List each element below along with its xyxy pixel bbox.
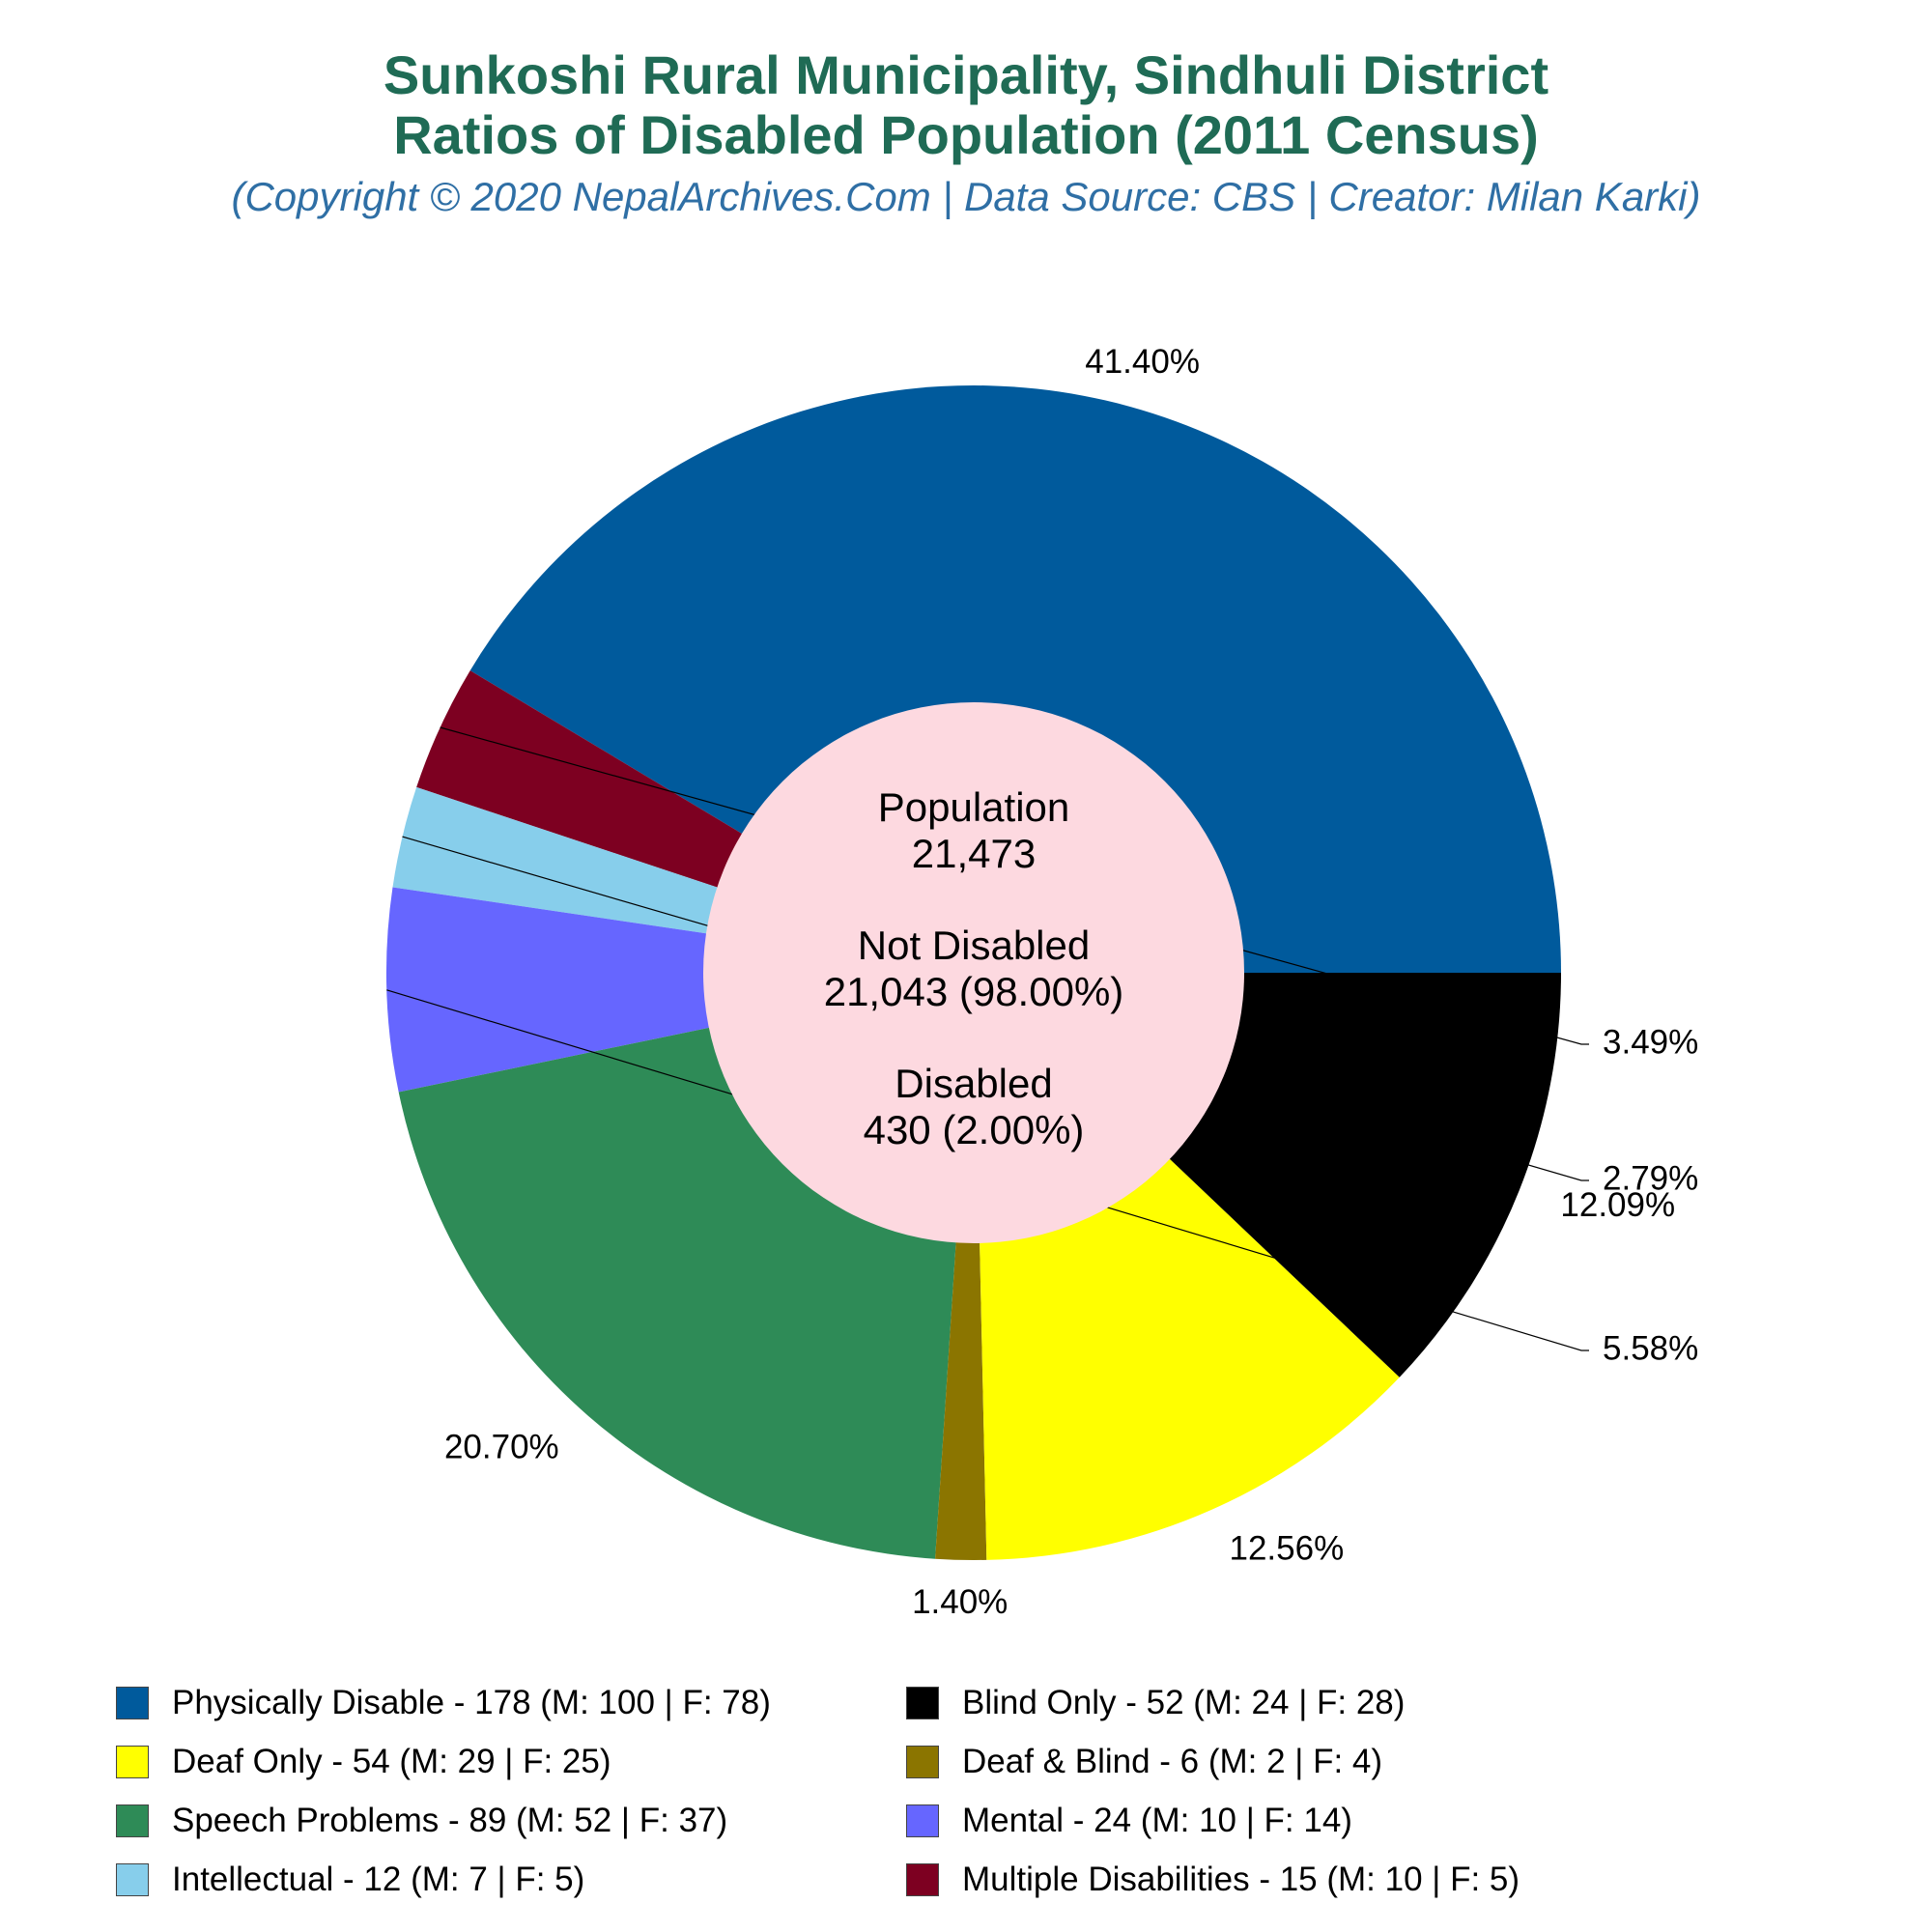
legend-label: Mental - 24 (M: 10 | F: 14) xyxy=(962,1802,1352,1839)
center-summary: Population 21,473 Not Disabled 21,043 (9… xyxy=(824,784,1124,1152)
legend-item-deaf-and-blind: Deaf & Blind - 6 (M: 2 | F: 4) xyxy=(906,1738,1382,1786)
pie-slice-physically-disable xyxy=(469,385,1562,974)
legend-label: Speech Problems - 89 (M: 52 | F: 37) xyxy=(172,1802,728,1839)
legend-label: Deaf Only - 54 (M: 29 | F: 25) xyxy=(172,1743,611,1780)
center-not-disabled-label: Not Disabled xyxy=(858,923,1090,968)
legend-label: Physically Disable - 178 (M: 100 | F: 78… xyxy=(172,1684,771,1721)
percent-label-deaf-and-blind: 1.40% xyxy=(912,1583,1008,1621)
percent-label-mental: 5.58% xyxy=(1603,1329,1698,1367)
legend-item-physically-disable: Physically Disable - 178 (M: 100 | F: 78… xyxy=(116,1679,771,1727)
chart-subtitle: (Copyright © 2020 NepalArchives.Com | Da… xyxy=(231,174,1701,219)
legend-label: Intellectual - 12 (M: 7 | F: 5) xyxy=(172,1861,585,1898)
legend-swatch xyxy=(116,1863,149,1896)
percent-label-speech-problems: 20.70% xyxy=(444,1429,559,1466)
percent-label-physically-disable: 41.40% xyxy=(1085,343,1200,381)
chart-title-line-1: Sunkoshi Rural Municipality, Sindhuli Di… xyxy=(383,44,1549,105)
legend-item-deaf-only: Deaf Only - 54 (M: 29 | F: 25) xyxy=(116,1738,611,1786)
percent-label-blind-only: 12.09% xyxy=(1560,1186,1675,1224)
center-population-value: 21,473 xyxy=(912,831,1036,876)
legend: Physically Disable - 178 (M: 100 | F: 78… xyxy=(0,1679,1932,1911)
legend-label: Blind Only - 52 (M: 24 | F: 28) xyxy=(962,1684,1406,1721)
center-not-disabled-value: 21,043 (98.00%) xyxy=(824,969,1124,1014)
legend-swatch xyxy=(116,1804,149,1837)
donut-center xyxy=(703,702,1244,1243)
legend-swatch xyxy=(906,1746,939,1778)
donut-chart: Population 21,473 Not Disabled 21,043 (9… xyxy=(386,343,1698,1621)
center-disabled-label: Disabled xyxy=(895,1061,1052,1106)
chart-title-line-2: Ratios of Disabled Population (2011 Cens… xyxy=(393,104,1539,165)
pie-slice-mental xyxy=(386,887,974,1093)
legend-item-blind-only: Blind Only - 52 (M: 24 | F: 28) xyxy=(906,1679,1405,1727)
legend-swatch xyxy=(906,1863,939,1896)
legend-swatch xyxy=(116,1746,149,1778)
legend-label: Multiple Disabilities - 15 (M: 10 | F: 5… xyxy=(962,1861,1520,1898)
percent-labels: 41.40% 3.49% 2.79% 5.58% 20.70% 1.40% 12.56% 12… xyxy=(444,343,1698,1621)
legend-item-intellectual: Intellectual - 12 (M: 7 | F: 5) xyxy=(116,1856,584,1904)
legend-swatch xyxy=(906,1804,939,1837)
legend-item-speech-problems: Speech Problems - 89 (M: 52 | F: 37) xyxy=(116,1797,727,1845)
legend-item-mental: Mental - 24 (M: 10 | F: 14) xyxy=(906,1797,1352,1845)
center-disabled-value: 430 (2.00%) xyxy=(864,1107,1085,1152)
percent-label-intellectual: 2.79% xyxy=(1603,1159,1698,1197)
legend-swatch xyxy=(906,1687,939,1719)
legend-label: Deaf & Blind - 6 (M: 2 | F: 4) xyxy=(962,1743,1383,1780)
center-population-label: Population xyxy=(878,784,1070,830)
percent-label-deaf-only: 12.56% xyxy=(1230,1529,1345,1567)
legend-swatch xyxy=(116,1687,149,1719)
legend-item-multiple-disabilities: Multiple Disabilities - 15 (M: 10 | F: 5… xyxy=(906,1856,1520,1904)
percent-label-multiple-disabilities: 3.49% xyxy=(1603,1023,1698,1061)
